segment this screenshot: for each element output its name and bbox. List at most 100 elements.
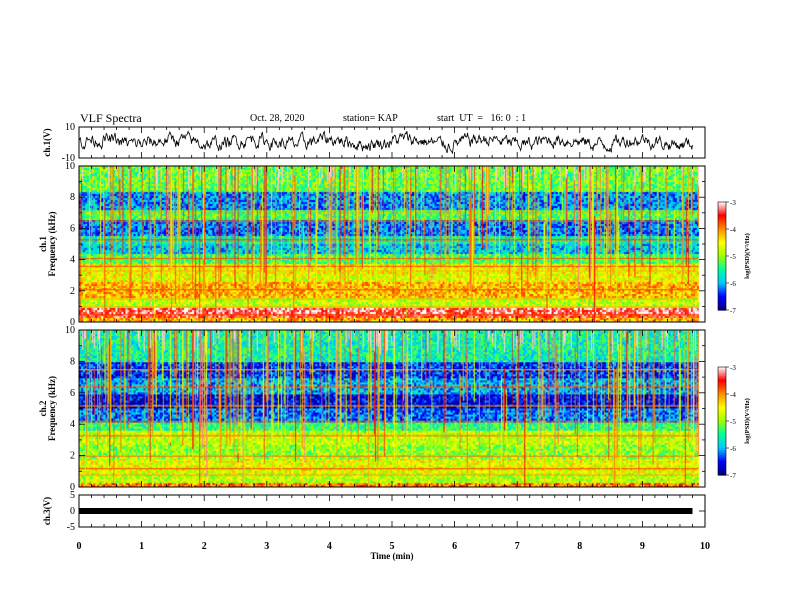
colorbar-segment — [718, 288, 726, 291]
colorbar-tick-label: -6 — [730, 445, 736, 453]
colorbar-segment — [718, 462, 726, 465]
colorbar-segment — [718, 367, 726, 370]
ch1-spectrogram-image — [79, 166, 705, 322]
colorbar-segment — [718, 254, 726, 257]
colorbar-segment — [718, 202, 726, 205]
ch1-ylabel: ch.1(V) — [42, 128, 52, 156]
colorbar-segment — [718, 290, 726, 293]
colorbar-segment — [718, 444, 726, 447]
colorbar-segment — [718, 374, 726, 377]
s2-ytick-label: 8 — [70, 356, 75, 367]
chart-title: VLF Spectra — [80, 111, 142, 125]
s1-ytick-label: 10 — [65, 161, 75, 172]
s2-ylabel: Frequency (kHz) — [47, 376, 57, 441]
colorbar-segment — [718, 248, 726, 252]
colorbar-segment — [718, 227, 726, 230]
start-time-label: start UT = 16: 0 : 1 — [437, 113, 527, 124]
colorbar-segment — [718, 236, 726, 239]
colorbar-segment — [718, 403, 726, 406]
colorbar-segment — [718, 257, 726, 261]
colorbar-segment — [718, 386, 726, 390]
colorbar-segment — [718, 205, 726, 208]
colorbar-segment — [718, 295, 726, 298]
colorbar-segment — [718, 301, 726, 304]
colorbar-segment — [718, 277, 726, 280]
colorbar-segment — [718, 395, 726, 399]
colorbar-label: log(PSD)(V²/Hz) — [744, 233, 751, 279]
x-tick-label: 6 — [452, 541, 457, 552]
colorbar-segment — [718, 279, 726, 282]
colorbar-segment — [718, 270, 726, 273]
colorbar-segment — [718, 377, 726, 381]
colorbar-segment — [718, 268, 726, 271]
colorbar-segment — [718, 397, 726, 400]
colorbar-segment — [718, 431, 726, 435]
colorbar-segment — [718, 446, 726, 449]
x-tick-label: 1 — [139, 541, 144, 552]
colorbar-segment — [718, 299, 726, 302]
colorbar-segment — [718, 408, 726, 411]
colorbar-segment — [718, 221, 726, 225]
colorbar-segment — [718, 442, 726, 445]
colorbar-segment — [718, 458, 726, 462]
s1-ylabel: Frequency (kHz) — [47, 211, 57, 276]
colorbar-segment — [718, 266, 726, 270]
s2-ytick-label: 6 — [70, 388, 75, 399]
x-tick-label: 9 — [640, 541, 645, 552]
station-label: station= KAP — [343, 113, 398, 124]
colorbar-segment — [718, 297, 726, 300]
colorbar-segment — [718, 372, 726, 375]
s1-ytick-label: 4 — [70, 255, 75, 266]
colorbar-segment — [718, 385, 726, 388]
colorbar-segment — [718, 448, 726, 451]
colorbar-segment — [718, 286, 726, 289]
colorbar-segment — [718, 473, 726, 476]
x-axis-label: Time (min) — [370, 551, 413, 561]
colorbar-segment — [718, 283, 726, 286]
colorbar-segment — [718, 238, 726, 241]
colorbar-segment — [718, 281, 726, 284]
colorbar-segment — [718, 245, 726, 248]
colorbar-segment — [718, 471, 726, 474]
x-tick-label: 10 — [700, 541, 710, 552]
colorbar-segment — [718, 234, 726, 237]
ch3-ytick-label: 5 — [70, 490, 75, 501]
colorbar-segment — [718, 451, 726, 454]
panels-layer — [78, 130, 705, 514]
s2-ytick-label: 0 — [70, 482, 75, 493]
colorbar-segment — [718, 430, 726, 433]
x-tick-label: 4 — [327, 541, 332, 552]
colorbar-segment — [718, 241, 726, 244]
colorbar-segment — [718, 284, 726, 288]
colorbar-segment — [718, 406, 726, 409]
colorbar-segment — [718, 466, 726, 469]
colorbar-segment — [718, 394, 726, 397]
colorbar-segment — [718, 404, 726, 408]
colorbar-segment — [718, 272, 726, 275]
colorbar-segment — [718, 469, 726, 472]
colorbar-segment — [718, 390, 726, 393]
colorbar-segment — [718, 293, 726, 297]
colorbar-segment — [718, 460, 726, 463]
colorbar-segment — [718, 424, 726, 427]
colorbar-segment — [718, 376, 726, 379]
colorbar-segment — [718, 220, 726, 223]
date-label: Oct. 28, 2020 — [250, 113, 305, 124]
colorbar-segment — [718, 207, 726, 210]
colorbar-segment — [718, 275, 726, 279]
colorbar-segment — [718, 214, 726, 217]
colorbar-segment — [718, 379, 726, 382]
colorbar-segment — [718, 417, 726, 420]
colorbar-segment — [718, 229, 726, 232]
colorbar-tick-label: -4 — [730, 226, 736, 234]
colorbar-segment — [718, 381, 726, 384]
colorbar-tick-label: -4 — [730, 391, 736, 399]
colorbar-segment — [718, 304, 726, 307]
colorbar-tick-label: -7 — [730, 472, 736, 480]
colorbar-segment — [718, 433, 726, 436]
colorbar-segment — [718, 421, 726, 424]
colorbar-segment — [718, 230, 726, 234]
s1-ytick-label: 8 — [70, 192, 75, 203]
colorbar-segment — [718, 302, 726, 306]
